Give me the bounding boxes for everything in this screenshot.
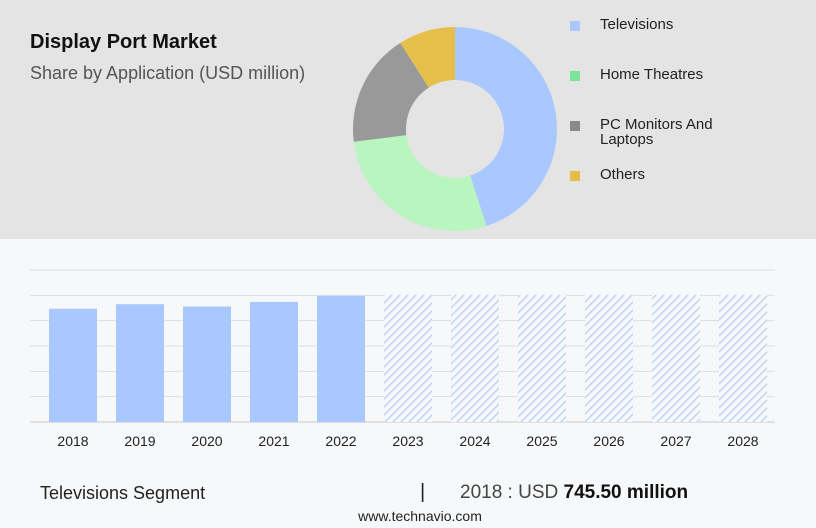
x-tick-label-2026: 2026: [593, 433, 624, 449]
legend-label-televisions: Televisions: [600, 16, 674, 33]
bar-2019: [116, 304, 164, 422]
donut-chart: [353, 27, 558, 232]
x-tick-label-2022: 2022: [325, 433, 356, 449]
footer-value-amount: 745.50 million: [563, 482, 689, 503]
bar-2018: [49, 308, 97, 422]
donut-slice-pc-monitors-and-laptops: [353, 42, 429, 142]
bar-2021: [250, 301, 298, 422]
legend-swatch-pc-monitors: [570, 121, 580, 131]
legend-swatch-home-theatres: [570, 71, 580, 81]
forecast-bar-2024: [451, 295, 499, 422]
footer-year-label: 2018 : USD: [460, 482, 559, 503]
forecast-bar-2028: [719, 295, 767, 422]
x-tick-label-2027: 2027: [660, 433, 691, 449]
forecast-bar-2026: [585, 295, 633, 422]
x-tick-label-2024: 2024: [459, 433, 490, 449]
page-title: Display Port Market: [30, 31, 217, 53]
forecast-bar-2023: [384, 295, 432, 422]
x-tick-label-2025: 2025: [526, 433, 557, 449]
page-subtitle: Share by Application (USD million): [30, 63, 306, 83]
donut-slice-home-theatres: [353, 135, 487, 232]
x-tick-label-2018: 2018: [57, 433, 88, 449]
donut-slice-televisions: [455, 27, 558, 227]
x-tick-label-2028: 2028: [727, 433, 758, 449]
legend-swatch-televisions: [570, 21, 580, 31]
x-tick-label-2020: 2020: [191, 433, 222, 449]
bar-chart: 2018 2019 2020 2021 2022 2023 2024 2025 2026 2027…: [30, 269, 775, 449]
bar-2020: [183, 306, 231, 422]
legend-label-pc-monitors: PC Monitors And Laptops: [600, 116, 713, 148]
x-tick-label-2021: 2021: [258, 433, 289, 449]
footer-segment-label: Televisions Segment: [40, 483, 206, 503]
bar-2022: [317, 295, 365, 422]
footer-divider: |: [420, 481, 426, 503]
legend-label-others: Others: [600, 166, 646, 183]
source-link[interactable]: www.technavio.com: [358, 508, 482, 524]
donut-slice-others: [400, 27, 455, 88]
footer-value: 2018 : USD 745.50 million: [460, 482, 688, 504]
legend-label-home-theatres: Home Theatres: [600, 66, 704, 83]
legend-swatch-others: [570, 171, 580, 181]
x-tick-label-2023: 2023: [392, 433, 423, 449]
forecast-bar-2025: [518, 295, 566, 422]
x-tick-label-2019: 2019: [124, 433, 155, 449]
forecast-bar-2027: [652, 295, 700, 422]
